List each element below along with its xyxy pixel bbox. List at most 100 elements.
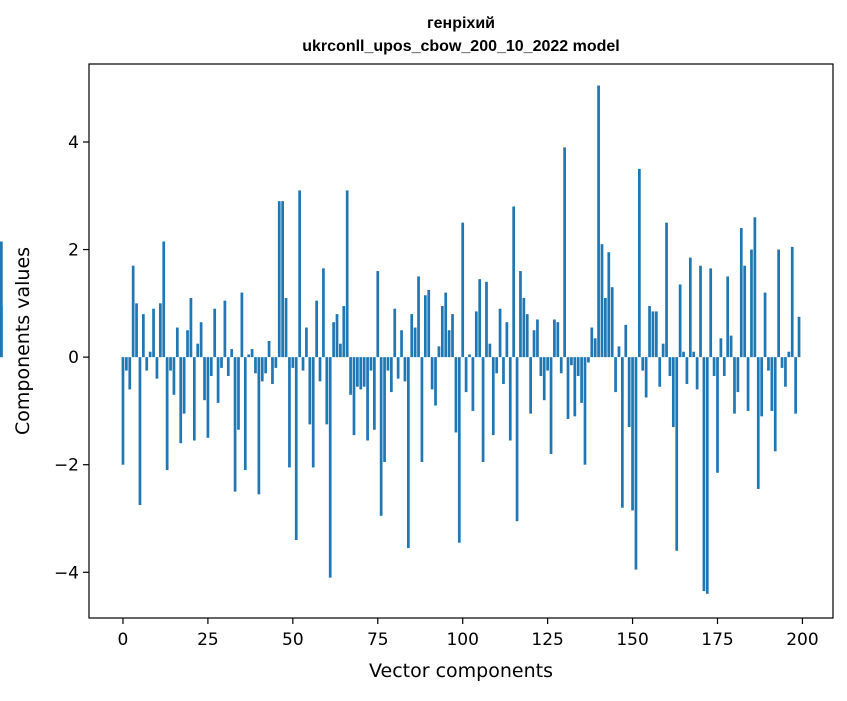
bar-87 [417,276,420,358]
bar-109 [491,357,495,436]
bar-189 [763,292,767,358]
bar-125 [546,357,549,371]
bar-50 [291,357,295,368]
bar-57 [315,300,318,358]
bar-130 [563,147,566,358]
bar-148 [624,324,628,358]
bar-169 [695,357,699,390]
x-axis-label: Vector components [369,660,553,682]
bar-133 [573,357,577,417]
bar-163 [675,357,679,551]
y-axis-ticks: −4 −2 0 2 4 [54,133,89,583]
bar-150 [631,357,634,511]
bar-106 [481,357,485,463]
bar-145 [614,357,617,393]
bar-164 [678,284,682,358]
bar-67 [349,357,352,395]
bar-180 [733,357,736,414]
x-tick-label: 25 [197,630,219,650]
bar-78 [386,357,390,371]
bar-70 [359,357,363,390]
bar-20 [189,297,193,358]
bar-18 [182,357,186,414]
bar-126 [549,357,553,454]
bar-37 [247,354,251,358]
plot-area-frame [88,63,834,619]
y-tick-label: −2 [54,456,79,476]
bar-22 [196,343,200,358]
bar-94 [440,306,444,358]
bar-43 [267,341,271,358]
bar-33 [233,357,237,492]
bar-167 [688,257,692,358]
bar-159 [661,343,665,358]
bar-184 [746,357,750,411]
bar-114 [508,357,512,441]
bar-171 [702,357,706,592]
bar-101 [464,357,468,393]
bar-139 [593,338,597,358]
bar-13 [165,357,169,471]
bar-64 [339,343,342,358]
bar-160 [665,222,668,358]
bar-142 [604,297,607,358]
bar-152 [638,168,641,358]
bar-99 [457,357,461,543]
bar-79 [390,357,393,393]
chart-title-line1: генріхий [427,15,495,32]
bar-187 [756,357,760,489]
bar-35 [240,292,244,358]
bar-47 [281,201,284,358]
bar-61 [328,357,332,578]
bar-153 [641,357,645,371]
bar-123 [539,357,543,376]
bar-188 [760,357,764,417]
bar-141 [600,244,604,358]
bar-135 [580,357,583,403]
x-tick-label: 100 [446,630,478,650]
bar-58 [318,357,322,382]
bar-124 [542,357,546,401]
x-tick-label: 125 [531,630,563,650]
bar-147 [621,357,624,508]
bar-178 [726,276,730,358]
x-tick-label: 150 [616,630,648,650]
bar-104 [474,311,478,358]
bar-60 [325,357,329,425]
bar-74 [373,357,376,430]
bar-38 [250,349,254,358]
bar-185 [750,249,753,358]
bar-144 [610,287,614,358]
bar-40 [257,357,261,495]
bar-69 [356,357,359,387]
bar-157 [654,311,658,358]
bar-30 [223,300,227,358]
bar-4 [135,303,138,358]
y-axis-label: Components values [12,247,34,435]
x-tick-label: 175 [701,630,733,650]
bar-121 [532,330,536,358]
bar-68 [352,357,356,436]
bar-138 [590,327,594,358]
x-tick-label: 200 [786,630,818,650]
bar-131 [566,357,570,419]
bar-17 [179,357,183,444]
bar-170 [699,265,702,358]
bar-76 [379,357,383,516]
bar-95 [444,292,448,358]
bar-116 [515,357,519,522]
bar-29 [220,357,223,368]
bar-173 [709,268,713,358]
x-axis-ticks: 0 25 50 75 100 125 150 175 200 [118,618,819,650]
bar-177 [722,357,726,376]
bar-41 [260,357,264,382]
bar-23 [199,322,203,358]
bar-156 [651,311,655,358]
bar-14 [169,357,172,371]
bar-195 [784,357,787,387]
bar-129 [559,357,563,374]
bar-181 [736,357,740,393]
